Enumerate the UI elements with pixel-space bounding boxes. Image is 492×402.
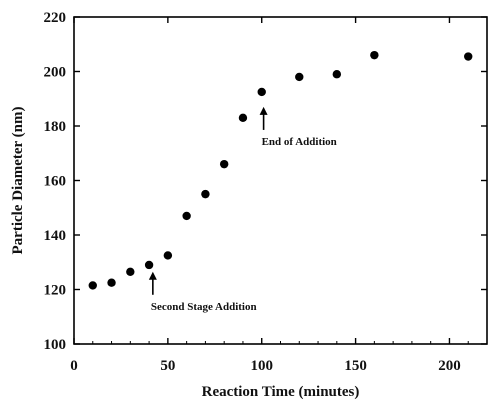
data-point bbox=[295, 72, 304, 82]
y-tick-label: 200 bbox=[44, 65, 67, 81]
y-tick-label: 220 bbox=[44, 10, 67, 26]
x-ticks: 0 50 100 150 200 bbox=[70, 17, 469, 374]
annotation-arrowhead bbox=[148, 271, 157, 280]
data-point bbox=[201, 189, 210, 199]
x-tick-label: 0 bbox=[70, 358, 78, 374]
data-point bbox=[238, 113, 248, 123]
x-tick-label: 100 bbox=[250, 358, 273, 374]
data-point bbox=[257, 87, 266, 97]
annotation-label: Second Stage Addition bbox=[151, 301, 257, 313]
y-axis-label: Particle Diameter (nm) bbox=[10, 107, 26, 255]
x-axis-label: Reaction Time (minutes) bbox=[202, 384, 360, 400]
data-point bbox=[219, 159, 229, 169]
data-point bbox=[163, 251, 173, 260]
data-point bbox=[370, 50, 379, 60]
x-tick-label: 150 bbox=[344, 358, 367, 374]
annotation-label: End of Addition bbox=[262, 136, 337, 148]
plot-frame bbox=[73, 16, 488, 345]
y-tick-label: 100 bbox=[44, 337, 67, 353]
data-point bbox=[464, 52, 473, 61]
data-point bbox=[126, 267, 135, 276]
plot-axes bbox=[73, 16, 488, 345]
annotations: Second Stage Addition End of Addition bbox=[148, 106, 337, 313]
data-point bbox=[88, 281, 97, 290]
y-tick-label: 160 bbox=[44, 174, 67, 190]
y-tick-label: 180 bbox=[44, 119, 67, 135]
y-ticks: 100 120 140 160 180 200 220 bbox=[44, 10, 487, 353]
data-points bbox=[88, 50, 473, 290]
data-point bbox=[144, 260, 154, 270]
data-point bbox=[332, 70, 342, 79]
y-tick-label: 140 bbox=[44, 228, 67, 244]
y-tick-label: 120 bbox=[44, 283, 67, 299]
data-point bbox=[182, 211, 191, 221]
x-tick-label: 50 bbox=[160, 358, 175, 374]
data-point bbox=[107, 278, 116, 287]
x-tick-label: 200 bbox=[438, 358, 461, 374]
annotation-arrowhead bbox=[259, 106, 268, 115]
